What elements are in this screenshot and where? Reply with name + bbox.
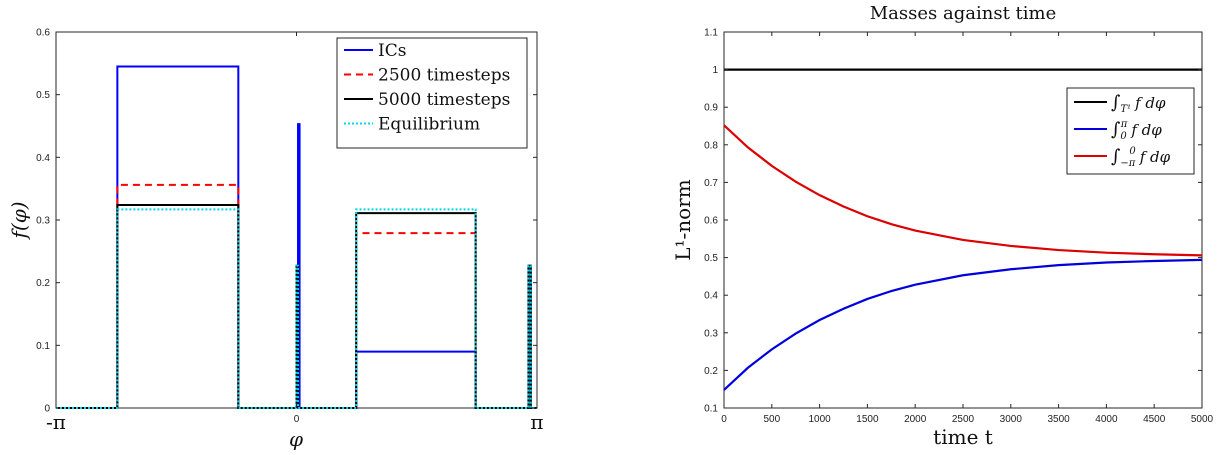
chart-masses: Masses against time 0.10.20.30.40.50.60.… <box>671 3 1214 449</box>
chart-density-legend: ICs 2500 timesteps 5000 timesteps Equilibri… <box>336 37 528 149</box>
chart-masses-legend-label-2: ∫−π0 f dφ <box>1111 146 1171 169</box>
c1-x-tick-label: 2000 <box>904 414 927 425</box>
c1-x-tick-label: 500 <box>763 414 780 425</box>
c0-x-tick-label: 0 <box>294 414 300 425</box>
c1-y-tick-label: 0.7 <box>704 178 718 189</box>
c1-x-tick-label: 3000 <box>1000 414 1023 425</box>
chart-masses-y-axis-label: L¹-norm <box>671 179 695 261</box>
c1-series-line-2 <box>723 124 1203 257</box>
c1-series-line-1 <box>723 258 1203 391</box>
c1-y-tick-label: 0.6 <box>704 216 718 227</box>
chart-density-series-group <box>56 65 537 409</box>
c1-y-tick-label: 0.3 <box>704 328 718 339</box>
c0-y-tick-label: 0.4 <box>36 153 50 164</box>
chart-masses-x-axis-label: time t <box>933 425 993 449</box>
c0-y-tick-label: 0.1 <box>36 341 50 352</box>
c1-y-tick-label: 0.5 <box>704 253 718 264</box>
c0-series-line-3 <box>56 208 537 409</box>
chart-density-x-axis-label: φ <box>289 427 303 451</box>
chart-density-legend-label-2: 5000 timesteps <box>378 90 510 110</box>
c1-y-tick-label: 0.8 <box>704 140 718 151</box>
c1-y-tick-label: 0.4 <box>704 291 718 302</box>
chart-masses-series-group <box>723 68 1203 391</box>
c1-x-tick-label: 4000 <box>1095 414 1118 425</box>
chart-density-legend-box <box>336 37 528 149</box>
c1-x-tick-label: 3500 <box>1047 414 1070 425</box>
c1-x-tick-label: 1500 <box>856 414 879 425</box>
c1-x-tick-label: 1000 <box>808 414 831 425</box>
c0-y-tick-label: 0.6 <box>36 28 50 39</box>
chart-masses-legend-label-1: ∫0π f dφ <box>1111 119 1162 142</box>
c1-x-tick-label: 4500 <box>1143 414 1166 425</box>
chart-density-legend-label-1: 2500 timesteps <box>378 66 510 86</box>
c0-x-tick-label: π <box>530 410 543 434</box>
c0-y-tick-label: 0 <box>44 404 50 415</box>
c1-y-tick-label: 0.2 <box>704 366 718 377</box>
c0-x-tick-label: -π <box>46 410 66 434</box>
chart-masses-legend-label-0: ∫T¹ f dφ <box>1111 92 1166 115</box>
c1-x-tick-label: 0 <box>721 414 727 425</box>
chart-masses-title: Masses against time <box>870 3 1057 24</box>
c1-x-tick-label: 5000 <box>1191 414 1214 425</box>
c1-y-tick-label: 1 <box>712 65 718 76</box>
chart-density-ticks: 00.10.20.30.40.50.6-π 0 π <box>36 28 543 435</box>
chart-density-legend-label-3: Equilibrium <box>378 115 480 135</box>
c1-y-tick-label: 1.1 <box>704 28 718 39</box>
c0-y-tick-label: 0.3 <box>36 216 50 227</box>
chart-masses-legend: ∫T¹ f dφ ∫0π f dφ ∫−π0 f dφ <box>1066 87 1195 175</box>
chart-density-y-axis-label: f(φ) <box>7 201 31 240</box>
chart-density-legend-label-0: ICs <box>378 41 406 61</box>
c1-x-tick-label: 2500 <box>952 414 975 425</box>
c1-y-tick-label: 0.1 <box>704 404 718 415</box>
chart-masses-ticks: 0.1 0.2 0.3 0.4 0.5 0.6 0.7 0.8 0.9 1 1.1 0 500 1000 1… <box>704 28 1213 426</box>
c0-y-tick-label: 0.2 <box>36 278 50 289</box>
c0-y-tick-label: 0.5 <box>36 90 50 101</box>
c1-y-tick-label: 0.9 <box>704 103 718 114</box>
